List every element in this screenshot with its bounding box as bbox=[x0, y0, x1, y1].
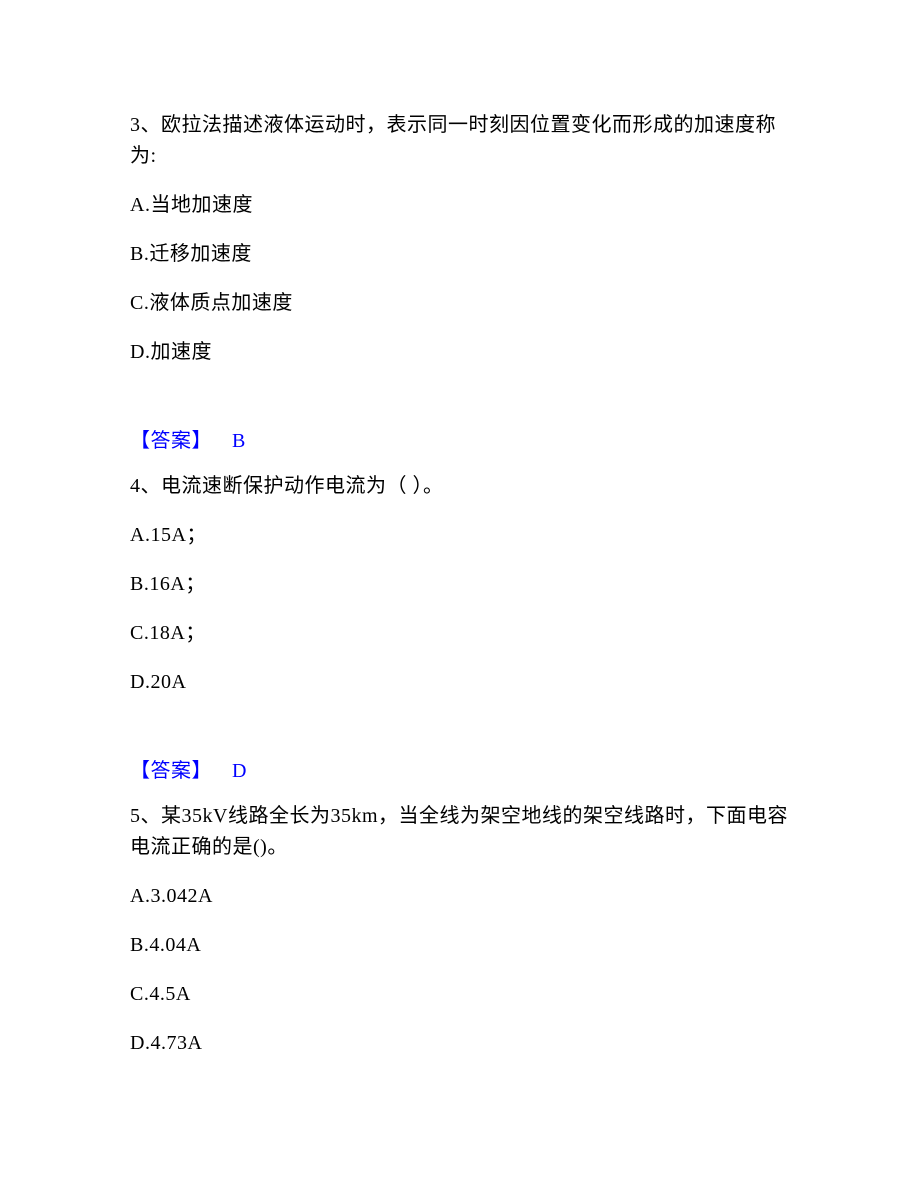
document-page: 3、欧拉法描述液体运动时，表示同一时刻因位置变化而形成的加速度称为: A.当地加… bbox=[0, 0, 920, 1117]
answer-value: D bbox=[232, 760, 248, 782]
question-4-option-c: C.18A； bbox=[130, 618, 800, 649]
question-3-option-b: B.迁移加速度 bbox=[130, 239, 800, 270]
question-4-stem: 4、电流速断保护动作电流为（ ）。 bbox=[130, 471, 800, 502]
question-4-answer: 【答案】 D bbox=[130, 756, 800, 787]
question-5-text: 某35kV线路全长为35km，当全线为架空地线的架空线路时，下面电容电流正确的是… bbox=[130, 805, 788, 858]
question-3-number: 3、 bbox=[130, 114, 161, 136]
question-3-answer: 【答案】 B bbox=[130, 426, 800, 457]
question-3-option-c: C.液体质点加速度 bbox=[130, 288, 800, 319]
answer-label: 【答案】 bbox=[130, 430, 212, 452]
question-3-option-a: A.当地加速度 bbox=[130, 190, 800, 221]
question-4-option-a: A.15A； bbox=[130, 520, 800, 551]
answer-label: 【答案】 bbox=[130, 760, 212, 782]
question-5-option-c: C.4.5A bbox=[130, 979, 800, 1010]
question-5-stem: 5、某35kV线路全长为35km，当全线为架空地线的架空线路时，下面电容电流正确… bbox=[130, 801, 800, 863]
question-3-stem: 3、欧拉法描述液体运动时，表示同一时刻因位置变化而形成的加速度称为: bbox=[130, 110, 800, 172]
question-3-option-d: D.加速度 bbox=[130, 337, 800, 368]
question-4-text: 电流速断保护动作电流为（ ）。 bbox=[161, 475, 444, 497]
question-4-option-d: D.20A bbox=[130, 667, 800, 698]
question-5-option-a: A.3.042A bbox=[130, 881, 800, 912]
question-4-number: 4、 bbox=[130, 475, 161, 497]
answer-value: B bbox=[232, 430, 247, 452]
question-5-option-d: D.4.73A bbox=[130, 1028, 800, 1059]
question-3-text: 欧拉法描述液体运动时，表示同一时刻因位置变化而形成的加速度称为: bbox=[130, 114, 776, 167]
question-4-option-b: B.16A； bbox=[130, 569, 800, 600]
question-5-option-b: B.4.04A bbox=[130, 930, 800, 961]
question-5-number: 5、 bbox=[130, 805, 161, 827]
